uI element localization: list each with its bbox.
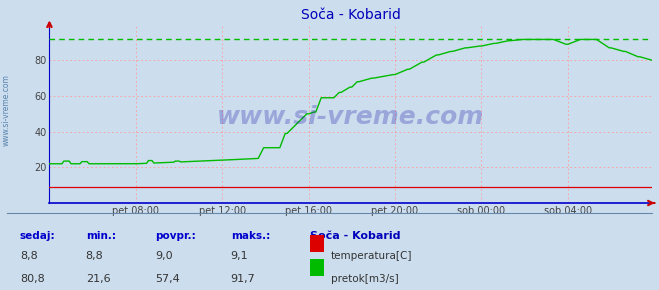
Text: www.si-vreme.com: www.si-vreme.com <box>217 105 484 129</box>
Text: Soča - Kobarid: Soča - Kobarid <box>310 231 400 240</box>
Text: maks.:: maks.: <box>231 231 270 240</box>
Text: 80,8: 80,8 <box>20 274 45 284</box>
Text: min.:: min.: <box>86 231 116 240</box>
Text: 9,0: 9,0 <box>155 251 173 261</box>
Text: pretok[m3/s]: pretok[m3/s] <box>331 274 399 284</box>
Text: 8,8: 8,8 <box>86 251 103 261</box>
Text: temperatura[C]: temperatura[C] <box>331 251 413 261</box>
Text: 57,4: 57,4 <box>155 274 180 284</box>
Text: www.si-vreme.com: www.si-vreme.com <box>2 74 11 146</box>
Title: Soča - Kobarid: Soča - Kobarid <box>301 8 401 22</box>
Text: povpr.:: povpr.: <box>155 231 196 240</box>
Text: 21,6: 21,6 <box>86 274 110 284</box>
Text: 91,7: 91,7 <box>231 274 256 284</box>
Text: 9,1: 9,1 <box>231 251 248 261</box>
Text: 8,8: 8,8 <box>20 251 38 261</box>
Text: sedaj:: sedaj: <box>20 231 55 240</box>
